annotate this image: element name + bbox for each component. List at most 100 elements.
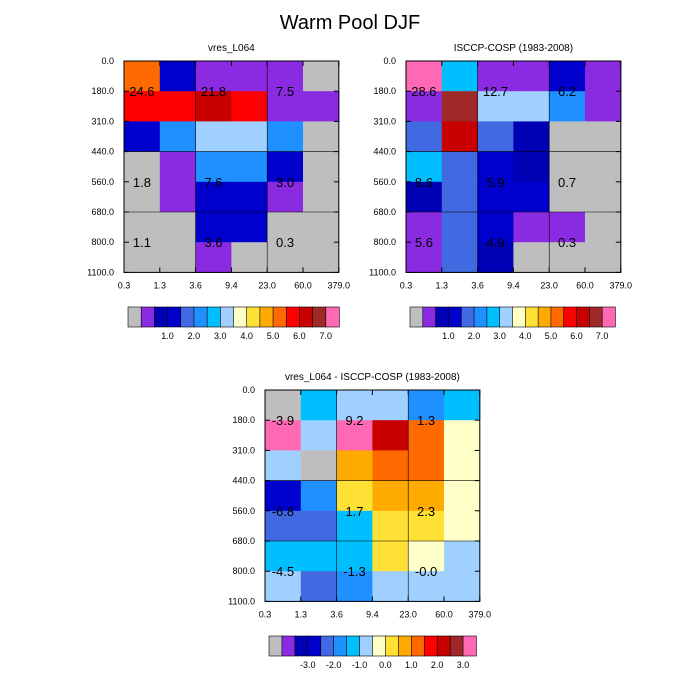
heatmap-cell <box>444 510 481 542</box>
y-tick-label: 1100.0 <box>228 596 255 606</box>
heatmap-cell <box>477 181 514 213</box>
heatmap-cell <box>585 91 622 122</box>
heatmap-cell <box>406 242 443 273</box>
heatmap-cell <box>585 242 622 273</box>
heatmap-cell <box>267 91 304 122</box>
heatmap-cell <box>477 121 514 153</box>
colorbar-swatch <box>233 306 248 328</box>
heatmap-cell <box>444 390 481 421</box>
heatmap-cell <box>336 450 373 482</box>
heatmap-cell <box>585 61 622 92</box>
panel-title: ISCCP-COSP (1983-2008) <box>454 43 573 54</box>
colorbar-swatch <box>525 306 539 328</box>
x-tick-label: 3.6 <box>189 280 202 290</box>
heatmap-cell <box>124 91 161 122</box>
colorbar-label: 4.0 <box>240 331 253 341</box>
value-label: -3.9 <box>272 413 294 428</box>
colorbar-swatch <box>359 635 374 657</box>
x-tick-label: 1.3 <box>154 280 167 290</box>
colorbar-label: 4.0 <box>519 331 532 341</box>
heatmap-cell <box>444 480 481 512</box>
heatmap-cell <box>444 541 481 572</box>
colorbar-swatch <box>601 306 616 328</box>
panel-title: vres_L064 <box>208 43 255 54</box>
heatmap-cell <box>124 212 161 243</box>
y-tick-label: 680.0 <box>232 536 255 546</box>
heatmap-cell <box>303 91 340 122</box>
heatmap-cell <box>406 212 443 243</box>
heatmap-cell <box>408 390 445 421</box>
heatmap-cell <box>303 121 340 153</box>
x-tick-label: 60.0 <box>435 609 453 619</box>
colorbar-swatch <box>460 306 475 328</box>
heatmap-cell <box>513 151 550 183</box>
value-label: 1.3 <box>417 413 435 428</box>
heatmap-cell <box>585 181 622 213</box>
heatmap-cell <box>513 121 550 153</box>
value-label: 24.6 <box>129 84 154 99</box>
heatmap-cell <box>336 571 373 602</box>
colorbar-label: 6.0 <box>570 331 583 341</box>
heatmap-cell <box>444 571 481 602</box>
panels: vres_L064 0.0 180.0 310.0 440.0 560.0 680.0 800… <box>87 43 632 670</box>
heatmap-cell <box>513 181 550 213</box>
heatmap-cell <box>265 390 302 421</box>
y-tick-label: 560.0 <box>232 506 255 516</box>
colorbar-swatch <box>512 306 527 328</box>
x-tick-label: 1.3 <box>436 280 449 290</box>
heatmap-cell <box>513 61 550 92</box>
heatmap-cell <box>303 212 340 243</box>
panel-3: vres_L064 - ISCCP-COSP (1983-2008) 0.0 180… <box>228 372 491 670</box>
heatmap-cell <box>549 151 586 183</box>
heatmap-cell <box>159 212 197 243</box>
value-label: 0.3 <box>276 235 294 250</box>
colorbar-swatch <box>193 306 208 328</box>
heatmap-cell <box>159 181 197 213</box>
panel-title: vres_L064 - ISCCP-COSP (1983-2008) <box>285 372 460 383</box>
colorbar-swatch <box>268 635 283 657</box>
colorbar-label: 6.0 <box>293 331 306 341</box>
heatmap-cell <box>231 121 268 153</box>
colorbar-label: 5.0 <box>545 331 558 341</box>
colorbar-label: 5.0 <box>267 331 280 341</box>
y-tick-label: 560.0 <box>373 177 396 187</box>
x-tick-label: 3.6 <box>471 280 484 290</box>
colorbar-swatch <box>294 635 309 657</box>
colorbar-swatch <box>281 635 296 657</box>
heatmap-cell <box>406 151 443 183</box>
heatmap-cell <box>265 480 302 512</box>
heatmap-cell <box>265 450 302 482</box>
heatmap-cell <box>549 242 586 273</box>
heatmap-cell <box>513 91 550 122</box>
heatmap-cell <box>408 450 445 482</box>
y-tick-label: 310.0 <box>232 445 255 455</box>
heatmap-cell <box>231 61 268 92</box>
colorbar: 1.0 2.0 3.0 4.0 5.0 6.0 7.0 <box>127 306 340 341</box>
heatmap-cell <box>372 510 409 542</box>
heatmap-cell <box>231 151 268 183</box>
colorbar-label: 7.0 <box>320 331 333 341</box>
y-tick-label: 680.0 <box>91 207 114 217</box>
y-tick-label: 800.0 <box>373 237 396 247</box>
colorbar-swatch <box>127 306 142 328</box>
heatmap-cell <box>124 61 161 92</box>
heatmap-cell <box>372 450 409 482</box>
value-label: 0.7 <box>558 175 576 190</box>
heatmap-cell <box>372 390 409 421</box>
y-tick-label: 180.0 <box>373 86 396 96</box>
heatmap-cell <box>549 91 586 122</box>
heatmap-cell <box>585 121 622 153</box>
colorbar-label: 7.0 <box>596 331 609 341</box>
colorbar-label: 1.0 <box>161 331 174 341</box>
x-tick-label: 379.0 <box>328 280 351 290</box>
heatmap-cell <box>408 420 445 451</box>
heatmap-cell <box>195 121 232 153</box>
colorbar-swatch <box>576 306 591 328</box>
heatmap-cell <box>441 121 479 153</box>
heatmap-cell <box>124 151 161 183</box>
heatmap-cell <box>336 510 373 542</box>
heatmap-cell <box>300 480 338 512</box>
heatmap-cell <box>195 151 232 183</box>
heatmap-cell <box>372 541 409 572</box>
y-tick-label: 0.0 <box>101 56 114 66</box>
